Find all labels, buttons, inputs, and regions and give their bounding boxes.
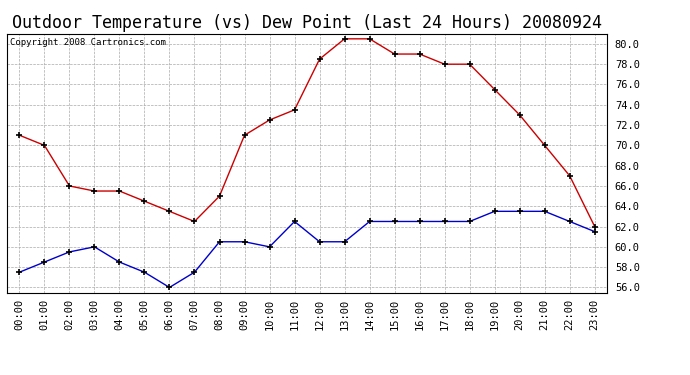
Text: Copyright 2008 Cartronics.com: Copyright 2008 Cartronics.com — [10, 38, 166, 46]
Title: Outdoor Temperature (vs) Dew Point (Last 24 Hours) 20080924: Outdoor Temperature (vs) Dew Point (Last… — [12, 14, 602, 32]
